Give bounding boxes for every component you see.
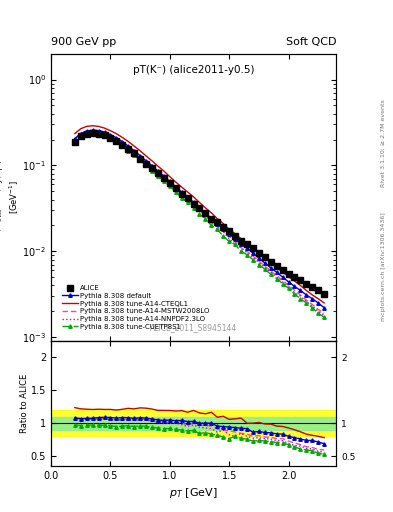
Bar (51, 410, 336, 436)
Text: mcplots.cern.ch [arXiv:1306.3436]: mcplots.cern.ch [arXiv:1306.3436] (381, 212, 386, 321)
Y-axis label: $1/N_{\rm evts}\ {\rm d}^2N/{\rm d}y/{\rm d}p_T$
$[{\rm GeV}^{-1}]$: $1/N_{\rm evts}\ {\rm d}^2N/{\rm d}y/{\r… (0, 158, 21, 237)
Legend: ALICE, Pythia 8.308 default, Pythia 8.308 tune-A14-CTEQL1, Pythia 8.308 tune-A14: ALICE, Pythia 8.308 default, Pythia 8.30… (60, 283, 212, 332)
Text: Rivet 3.1.10; ≥ 2.7M events: Rivet 3.1.10; ≥ 2.7M events (381, 99, 386, 187)
Text: 900 GeV pp: 900 GeV pp (51, 37, 116, 47)
Bar (51, 417, 336, 430)
Text: ALICE_2011_S8945144: ALICE_2011_S8945144 (150, 324, 237, 332)
Y-axis label: Ratio to ALICE: Ratio to ALICE (20, 374, 29, 433)
Text: pT(K⁻) (alice2011-y0.5): pT(K⁻) (alice2011-y0.5) (133, 65, 254, 75)
Text: Soft QCD: Soft QCD (286, 37, 336, 47)
X-axis label: $p_T\ [\rm GeV]$: $p_T\ [\rm GeV]$ (169, 486, 218, 500)
